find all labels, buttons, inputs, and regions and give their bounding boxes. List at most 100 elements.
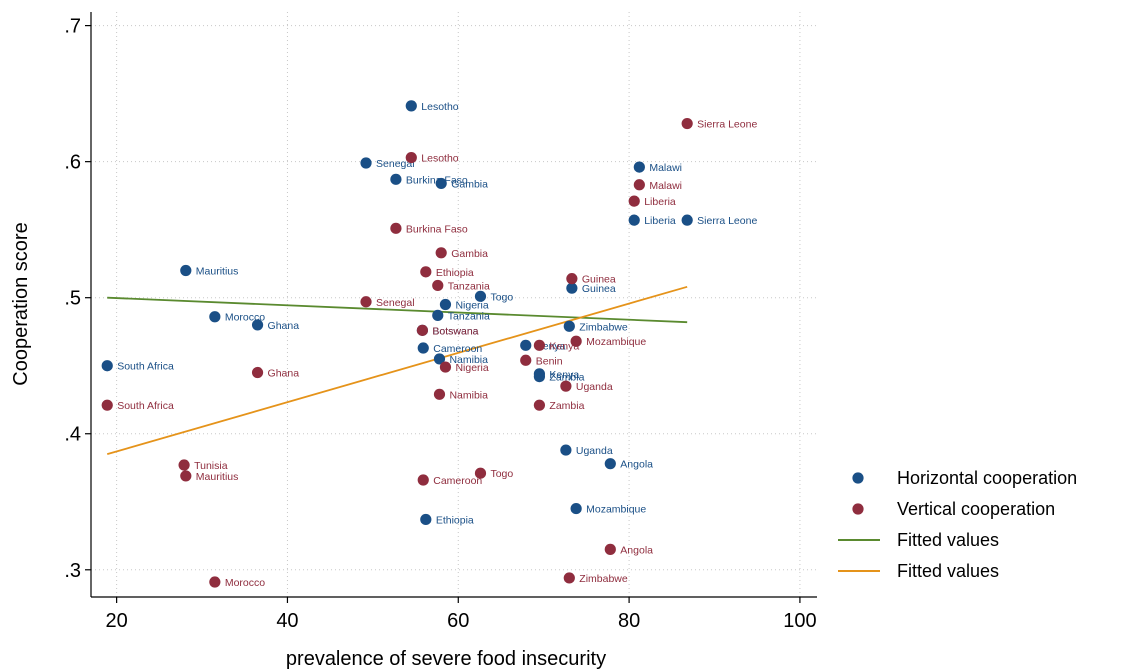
- axes: 20 40 60 80 100 .3 .4 .5 .6 .7: [64, 12, 817, 632]
- point-label: Namibia: [449, 354, 488, 366]
- data-point: [432, 309, 444, 321]
- point-label: Botswana: [432, 325, 478, 337]
- data-point: [417, 342, 429, 354]
- data-point: [681, 117, 693, 130]
- point-label: Senegal: [376, 158, 415, 170]
- point-label: Burkina Faso: [406, 223, 468, 235]
- y-tick-label: .6: [64, 152, 81, 174]
- data-point: [439, 298, 452, 311]
- point-label: Gambia: [451, 178, 488, 190]
- data-point: [604, 458, 616, 470]
- data-point: [405, 100, 417, 112]
- point-label: Guinea: [582, 274, 616, 286]
- data-point: [563, 320, 575, 332]
- point-label: Cameroon: [433, 475, 482, 487]
- data-point: [417, 474, 429, 486]
- y-axis-title: Cooperation score: [10, 222, 32, 385]
- x-tick-label: 20: [105, 610, 127, 632]
- data-point: [533, 399, 546, 411]
- data-point: [433, 353, 446, 365]
- data-point: [178, 459, 190, 471]
- data-point: [390, 222, 402, 234]
- data-point: [390, 173, 402, 185]
- x-axis-title: prevalence of severe food insecurity: [286, 648, 606, 670]
- point-label: Ethiopia: [436, 514, 474, 526]
- data-point: [560, 444, 572, 456]
- data-point: [420, 513, 432, 526]
- data-point: [101, 360, 113, 372]
- point-label: Sierra Leone: [697, 215, 757, 227]
- legend-label: Horizontal cooperation: [897, 468, 1077, 488]
- point-label: Nigeria: [455, 362, 488, 374]
- data-point: [360, 157, 372, 169]
- data-point: [633, 161, 645, 173]
- data-point: [432, 279, 444, 292]
- point-label: Tanzania: [448, 280, 490, 292]
- data-point: [180, 470, 192, 482]
- fitted-line: [106, 285, 688, 456]
- point-label: Ethiopia: [436, 267, 474, 279]
- y-tick-label: .3: [64, 560, 81, 582]
- fitted-line: [107, 296, 688, 324]
- point-label: Kenya: [549, 340, 579, 352]
- data-point: [474, 290, 487, 302]
- point-label: Malawi: [649, 180, 682, 192]
- fitted-lines: [106, 285, 688, 456]
- point-label: Togo: [490, 468, 513, 480]
- legend-label: Fitted values: [897, 561, 999, 581]
- point-label: Cameroon: [433, 343, 482, 355]
- data-point: [420, 266, 432, 278]
- data-point: [209, 576, 221, 588]
- data-point: [633, 179, 645, 191]
- x-tick-label: 100: [783, 610, 816, 632]
- point-label: Botswana: [432, 325, 478, 337]
- point-label: Malawi: [649, 162, 682, 174]
- point-label: Guinea: [582, 283, 616, 295]
- data-point: [570, 335, 582, 347]
- point-label: Tanzania: [448, 310, 490, 322]
- y-tick-label: .7: [64, 16, 81, 38]
- legend-label: Vertical cooperation: [897, 499, 1055, 519]
- data-point: [360, 296, 372, 308]
- y-tick-label: .5: [64, 288, 81, 310]
- legend-marker: [852, 472, 864, 484]
- data-point: [628, 195, 640, 207]
- data-point: [533, 339, 546, 351]
- data-point: [566, 273, 578, 285]
- data-point: [563, 572, 575, 584]
- x-tick-label: 40: [276, 610, 298, 632]
- data-point: [570, 502, 582, 515]
- data-point: [533, 371, 546, 383]
- point-label: Mozambique: [586, 336, 646, 348]
- data-point: [433, 388, 446, 400]
- point-label: Angola: [620, 459, 653, 471]
- data-point: [435, 177, 447, 190]
- point-label: Zimbabwe: [579, 573, 628, 585]
- point-label: Benin: [536, 355, 563, 367]
- data-point: [435, 247, 447, 259]
- data-point: [251, 366, 264, 379]
- point-label: Namibia: [449, 389, 488, 401]
- point-label: Ghana: [268, 320, 300, 332]
- y-tick-label: .4: [64, 424, 81, 446]
- point-label: Sierra Leone: [697, 119, 757, 131]
- point-label: Zambia: [549, 400, 584, 412]
- point-label: Kenya: [549, 369, 579, 381]
- point-label: Liberia: [644, 215, 676, 227]
- point-label: Liberia: [644, 196, 676, 208]
- legend-label: Fitted values: [897, 530, 999, 550]
- point-label: Senegal: [376, 297, 415, 309]
- data-point: [560, 380, 572, 392]
- data-point: [681, 214, 693, 226]
- point-label: Mauritius: [196, 265, 239, 277]
- point-label: Uganda: [576, 445, 613, 457]
- point-label: Uganda: [576, 381, 613, 393]
- data-point: [405, 151, 417, 164]
- data-point: [520, 339, 532, 351]
- data-point: [439, 361, 452, 373]
- point-label: Ghana: [268, 368, 300, 380]
- data-point: [474, 467, 487, 479]
- point-label: Nigeria: [455, 300, 488, 312]
- data-point: [604, 543, 616, 555]
